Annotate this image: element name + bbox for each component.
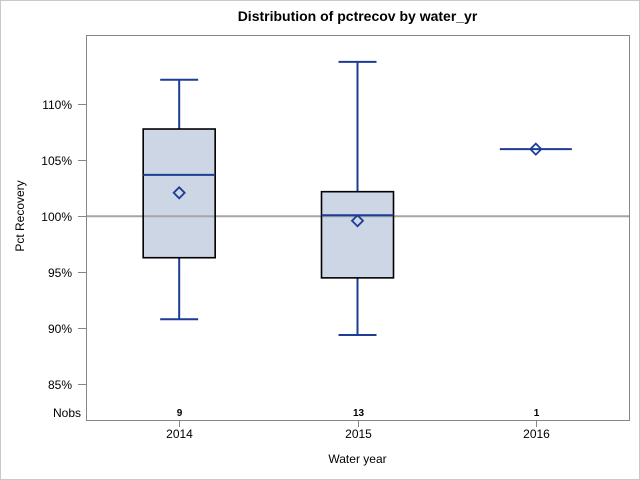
y-tick-label: 95%: [48, 266, 72, 280]
x-tick-label: 2015: [345, 427, 372, 441]
y-tick-label: 90%: [48, 322, 72, 336]
x-tick-label: 2014: [166, 427, 193, 441]
nobs-value: 1: [534, 408, 540, 419]
y-tick-label: 105%: [41, 154, 72, 168]
box-fill-2015: [321, 191, 394, 278]
y-tick-label: 100%: [41, 210, 72, 224]
nobs-value: 9: [177, 408, 183, 419]
mean-diamond-2014: [172, 186, 186, 200]
y-tick-label: 110%: [42, 98, 72, 112]
y-tick-label: 85%: [48, 378, 72, 392]
mean-diamond-2016: [529, 142, 543, 156]
box-outline-2015: [320, 190, 395, 279]
box-fill-2014: [143, 129, 216, 258]
box-outline-2014: [142, 128, 216, 259]
mean-diamond-2015: [350, 214, 365, 228]
x-axis-title: Water year: [328, 452, 387, 466]
nobs-row-label: Nobs: [52, 406, 81, 420]
nobs-value: 13: [353, 408, 365, 419]
chart-title: Distribution of pctrecov by water_yr: [237, 8, 478, 24]
x-tick-label: 2016: [523, 427, 550, 441]
